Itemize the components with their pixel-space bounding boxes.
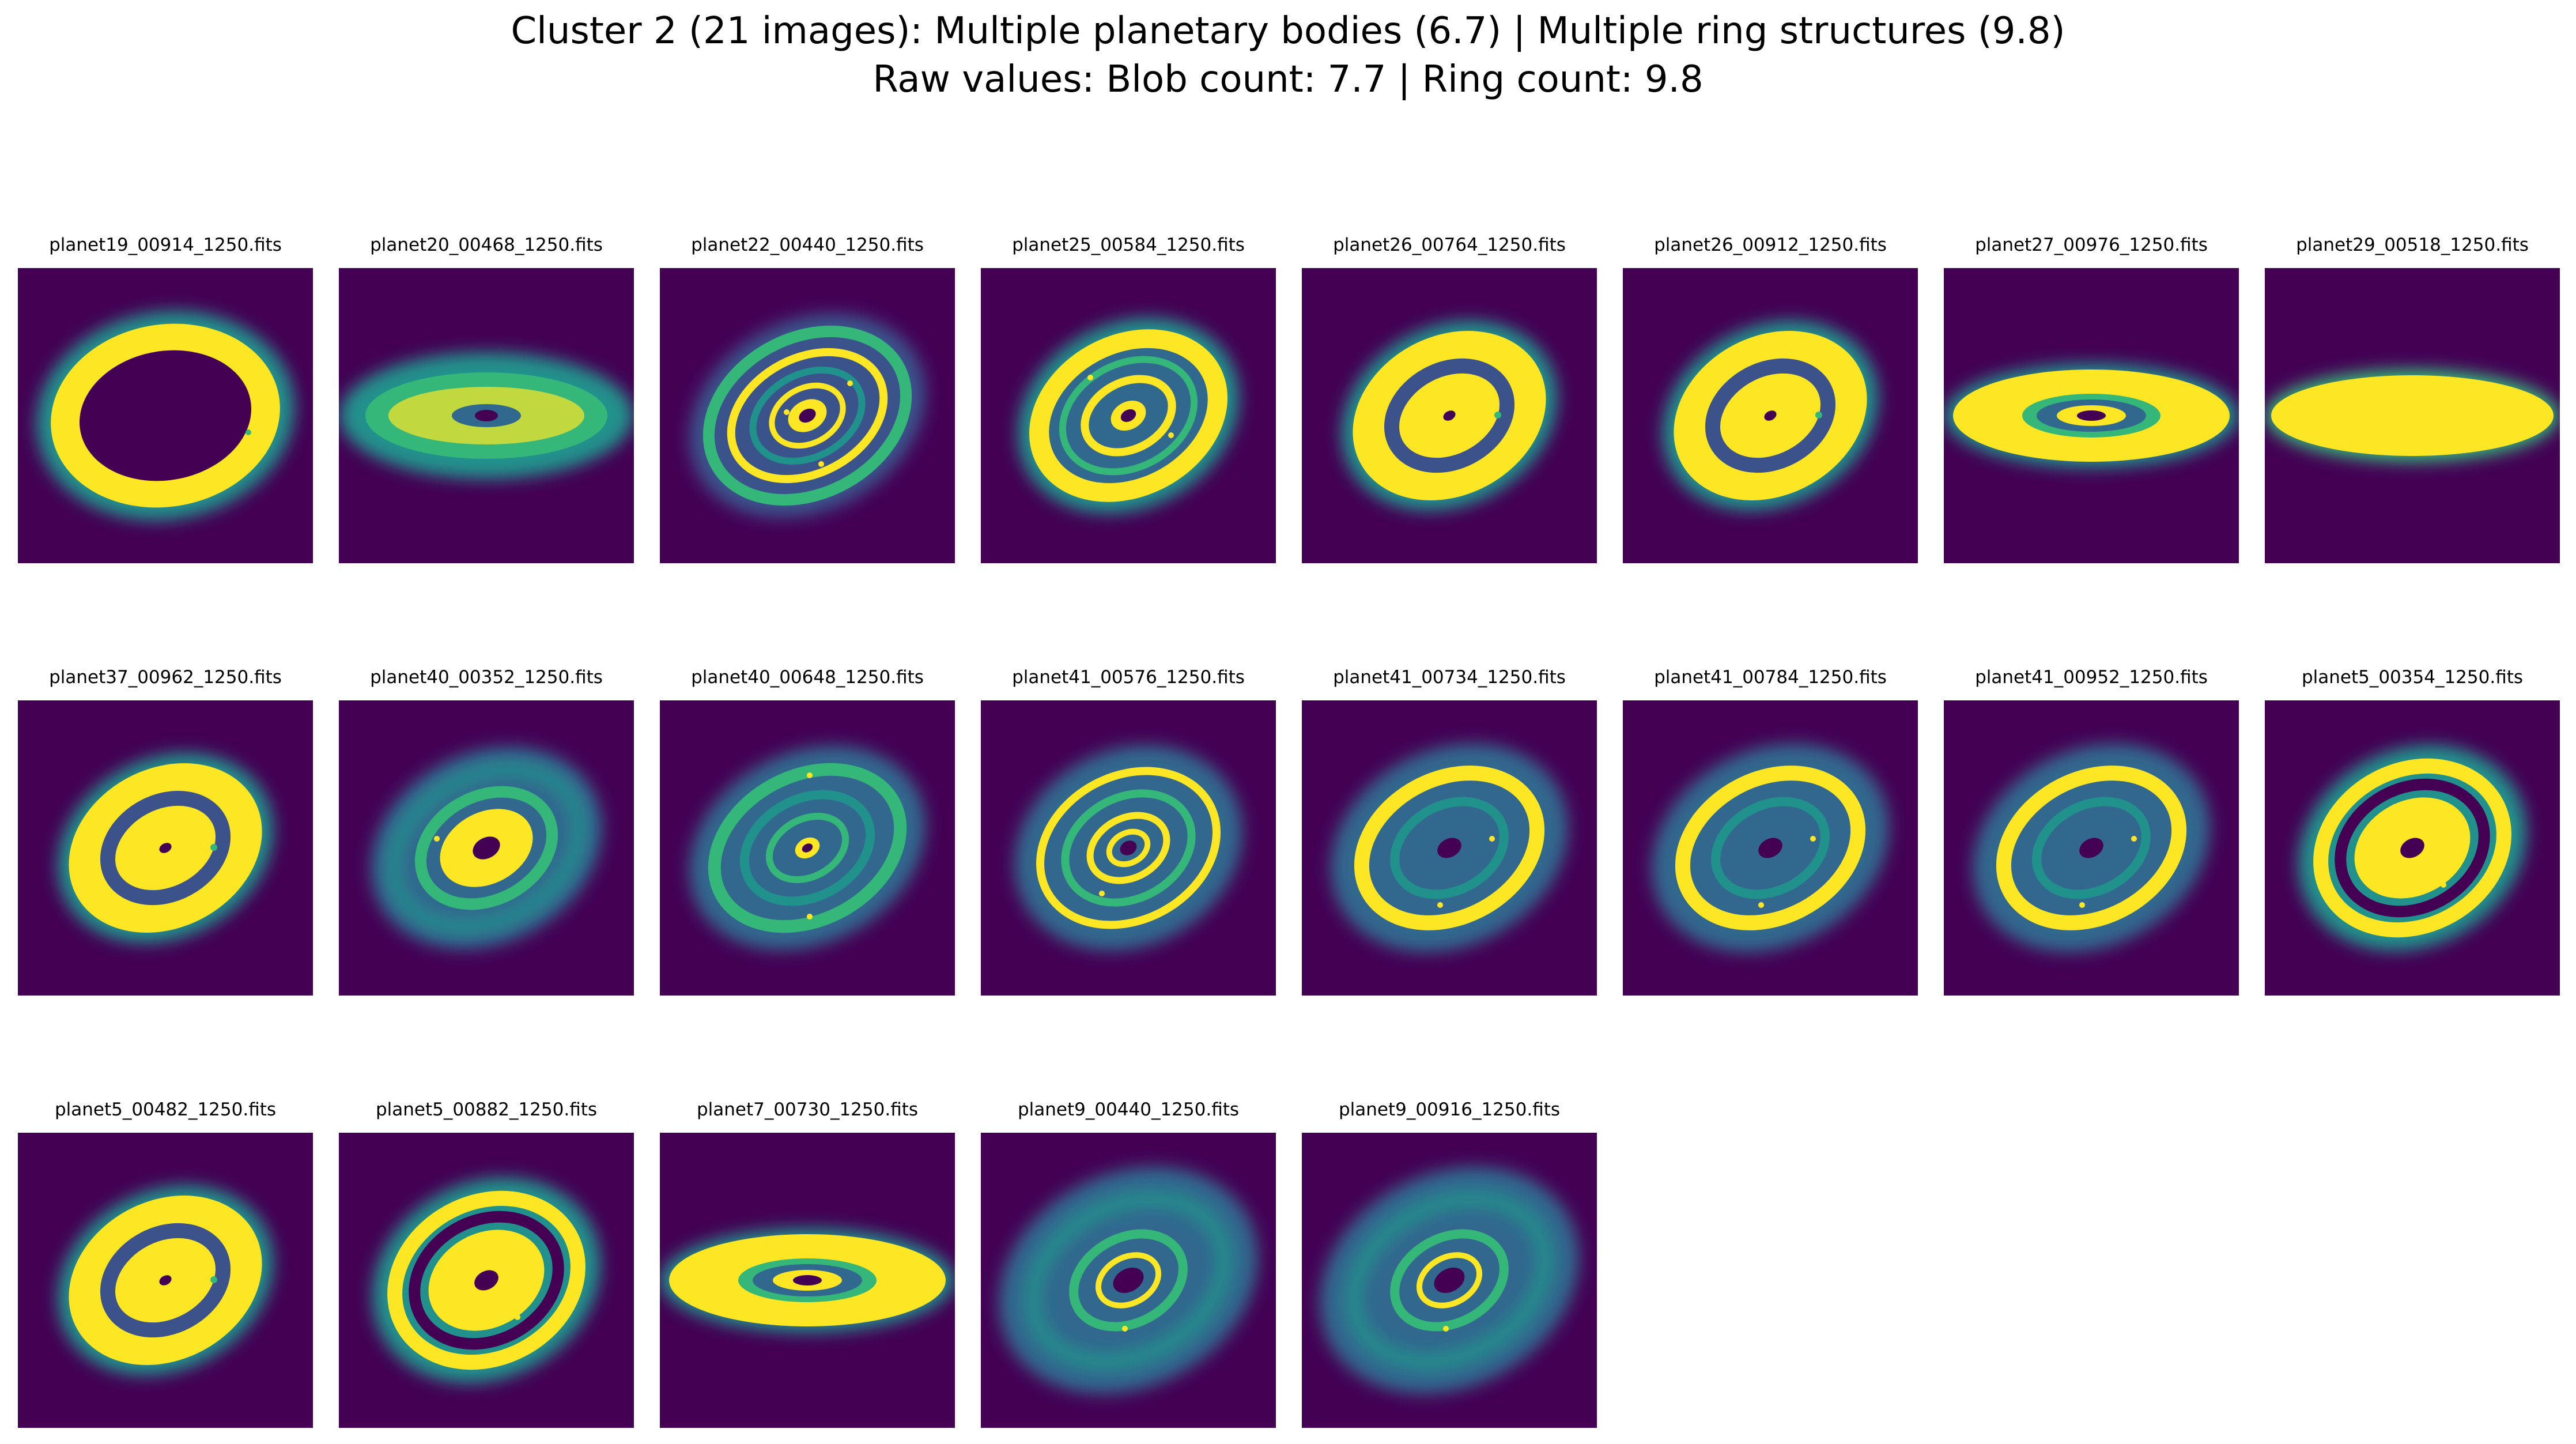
image-filename: planet19_00914_1250.fits [49,235,282,255]
image-filename: planet27_00976_1250.fits [1975,235,2208,255]
disk-image [1302,268,1597,563]
disk-image [1302,1133,1597,1428]
image-filename: planet20_00468_1250.fits [370,235,603,255]
disk-image [1623,268,1918,563]
image-filename: planet5_00882_1250.fits [375,1099,598,1120]
disk-image [18,1133,313,1428]
figure-title-line-1: Cluster 2 (21 images): Multiple planetar… [511,10,2065,52]
image-filename: planet9_00916_1250.fits [1338,1099,1561,1120]
disk-image [981,268,1276,563]
image-filename: planet5_00354_1250.fits [2301,667,2524,688]
disk-image [660,268,955,563]
disk-image [18,268,313,563]
disk-image [18,700,313,996]
image-filename: planet37_00962_1250.fits [49,667,282,688]
image-filename: planet26_00764_1250.fits [1333,235,1566,255]
figure-title-line-2: Raw values: Blob count: 7.7 | Ring count… [872,58,1704,101]
disk-image [660,700,955,996]
disk-image [1623,700,1918,996]
disk-image [981,700,1276,996]
image-filename: planet25_00584_1250.fits [1012,235,1245,255]
disk-image [1302,700,1597,996]
image-filename: planet9_00440_1250.fits [1017,1099,1240,1120]
image-filename: planet7_00730_1250.fits [696,1099,919,1120]
image-filename: planet40_00648_1250.fits [691,667,924,688]
image-filename: planet5_00482_1250.fits [54,1099,277,1120]
image-filename: planet22_00440_1250.fits [691,235,924,255]
image-filename: planet26_00912_1250.fits [1654,235,1887,255]
image-filename: planet29_00518_1250.fits [2296,235,2529,255]
image-filename: planet41_00734_1250.fits [1333,667,1566,688]
disk-image [1944,700,2239,996]
disk-image [2265,700,2560,996]
disk-image [339,700,634,996]
image-filename: planet40_00352_1250.fits [370,667,603,688]
image-filename: planet41_00576_1250.fits [1012,667,1245,688]
disk-image [981,1133,1276,1428]
disk-image [339,1133,634,1428]
image-filename: planet41_00952_1250.fits [1975,667,2208,688]
disk-image [660,1133,955,1428]
disk-image [1944,268,2239,563]
disk-image [339,268,634,563]
image-filename: planet41_00784_1250.fits [1654,667,1887,688]
disk-image [2265,268,2560,563]
